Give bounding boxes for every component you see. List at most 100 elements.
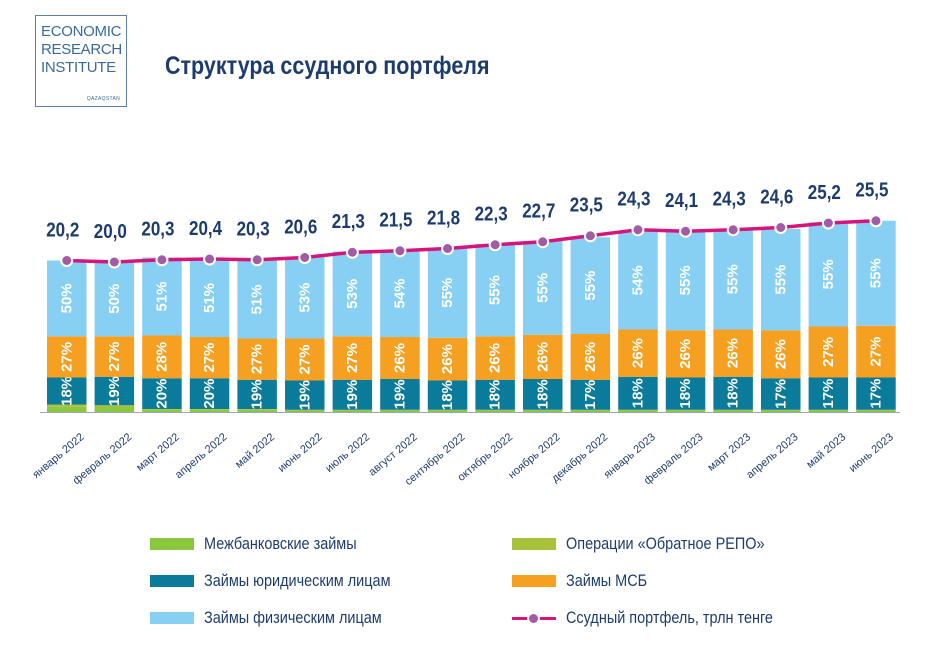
bar-segment-repo [285, 409, 325, 411]
legend-item-interbank: Межбанковские займы [150, 534, 384, 554]
legend-item-repo: Операции «Обратное РЕПО» [512, 534, 800, 554]
portfolio-marker [679, 224, 693, 238]
bar-label-legal: 19% [296, 380, 313, 410]
bar-segment-individuals [332, 251, 373, 337]
bar-label-individuals: 55% [487, 275, 504, 305]
bar-segment-sme [570, 334, 611, 380]
portfolio-marker [821, 216, 835, 230]
bar-label-sme: 27% [867, 337, 884, 367]
bar-segment-individuals [285, 256, 325, 339]
bar-segment-sme [189, 337, 230, 379]
bar-segment-interbank [47, 406, 87, 412]
bar-segment-sme [618, 329, 658, 377]
bar-segment-individuals [713, 229, 753, 330]
portfolio-value-label: 24,1 [665, 189, 698, 212]
bar-segment-repo [713, 409, 753, 411]
legend-swatch-legal [150, 575, 194, 587]
bar-segment-sme [285, 338, 325, 381]
bar-segment-interbank [618, 410, 658, 412]
bar-segment-legal [94, 376, 135, 406]
bar-segment-repo [47, 404, 87, 407]
bar-segment-legal [189, 378, 230, 409]
legend-swatch-portfolio [512, 612, 556, 625]
bar-segment-legal [475, 379, 515, 410]
bar-label-legal: 18% [534, 379, 551, 409]
bar-segment-repo [142, 409, 182, 410]
legend-item-portfolio: Ссудный портфель, трлн тенге [512, 608, 810, 628]
portfolio-marker [869, 214, 883, 228]
bar-segment-legal [380, 379, 420, 410]
bar-label-sme: 26% [725, 338, 742, 368]
bar-label-sme: 27% [249, 344, 266, 374]
bar-segment-repo [570, 409, 611, 411]
chart-title: Структура ссудного портфеля [165, 52, 490, 80]
bar-segment-individuals [189, 259, 230, 337]
bar-label-sme: 26% [772, 339, 789, 369]
bar-label-sme: 26% [582, 342, 599, 372]
bar-segment-repo [761, 409, 801, 411]
x-tick-label: апрель 2022 [173, 431, 229, 481]
bar-segment-legal [47, 377, 87, 405]
bar-segment-sme [47, 336, 87, 378]
legend-label-interbank: Межбанковские займы [204, 534, 357, 553]
portfolio-marker [726, 223, 740, 237]
bar-label-sme: 27% [106, 341, 123, 371]
bar-segment-repo [523, 409, 563, 411]
portfolio-value-label: 21,3 [332, 210, 365, 233]
bar-segment-interbank [285, 410, 325, 412]
portfolio-value-label: 22,3 [475, 202, 508, 225]
portfolio-value-label: 24,3 [617, 187, 650, 210]
portfolio-value-label: 24,6 [760, 185, 793, 208]
bar-label-sme: 26% [677, 339, 694, 369]
bar-segment-individuals [856, 220, 896, 326]
bar-segment-sme [332, 336, 373, 380]
bar-segment-repo [427, 409, 468, 411]
bar-label-individuals: 50% [58, 283, 75, 313]
legend-item-legal: Займы юридическим лицам [150, 571, 423, 591]
logo-subtitle: QAZAQSTAN [86, 96, 120, 102]
portfolio-marker [488, 238, 502, 252]
x-tick-label: июнь 2023 [847, 431, 896, 475]
x-tick-label: май 2022 [233, 431, 277, 471]
bar-label-sme: 27% [201, 343, 218, 373]
bar-segment-individuals [665, 230, 706, 331]
bar-segment-interbank [570, 410, 611, 412]
bar-segment-repo [475, 409, 515, 411]
bar-label-legal: 18% [58, 376, 75, 406]
portfolio-marker [393, 244, 407, 258]
bar-segment-individuals [761, 229, 801, 331]
bar-segment-interbank [713, 410, 753, 412]
logo-line-2: RESEARCH [41, 41, 122, 58]
bar-segment-legal [808, 377, 849, 410]
portfolio-value-label: 22,7 [522, 199, 555, 222]
bar-segment-sme [142, 335, 182, 379]
bar-segment-individuals [475, 244, 515, 337]
bar-label-legal: 19% [391, 379, 408, 409]
bar-label-individuals: 55% [820, 259, 837, 289]
bar-segment-legal [332, 379, 373, 410]
bar-segment-interbank [380, 410, 420, 412]
bar-segment-legal [427, 380, 468, 410]
portfolio-value-label: 20,6 [284, 215, 317, 238]
bar-label-individuals: 55% [725, 264, 742, 294]
bar-segment-interbank [427, 410, 468, 412]
bar-label-individuals: 54% [391, 278, 408, 308]
bar-label-individuals: 51% [249, 284, 266, 314]
portfolio-value-label: 20,3 [237, 217, 270, 240]
logo-line-1: ECONOMIC [41, 23, 122, 40]
bar-segment-individuals [808, 222, 849, 327]
bar-segment-repo [237, 409, 277, 410]
bar-segment-individuals [570, 237, 611, 334]
bar-segment-legal [523, 379, 563, 410]
bar-label-individuals: 55% [867, 258, 884, 288]
bar-segment-individuals [142, 257, 182, 336]
bar-segment-sme [94, 336, 135, 377]
bar-segment-repo [94, 405, 135, 408]
legend-label-sme: Займы МСБ [566, 571, 648, 590]
portfolio-marker [583, 229, 597, 243]
bar-segment-repo [856, 409, 896, 411]
bar-segment-repo [332, 409, 373, 411]
x-tick-label: март 2022 [134, 431, 182, 474]
portfolio-line [66, 219, 877, 264]
bar-segment-sme [427, 337, 468, 381]
